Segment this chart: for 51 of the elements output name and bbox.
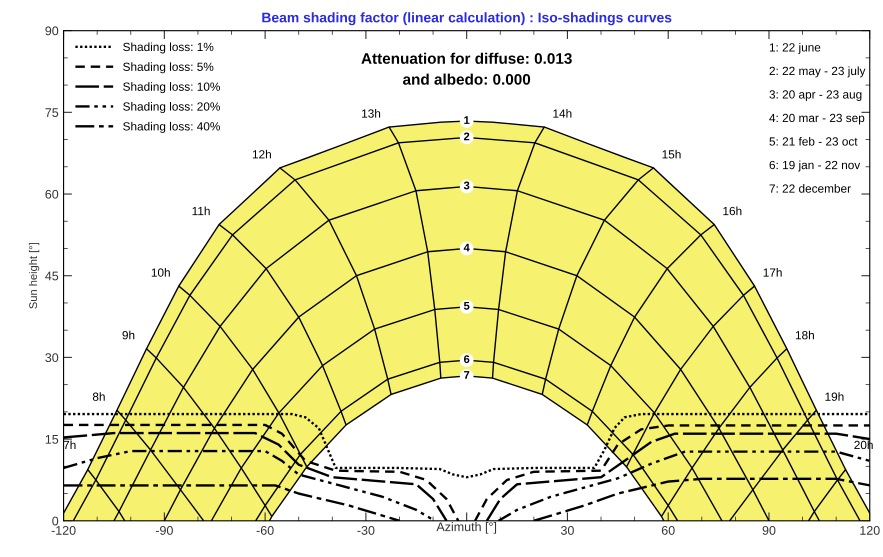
annotation: 18h [796, 330, 814, 340]
annotation: 1: 22 june [770, 42, 820, 54]
x-tick-label: -60 [256, 526, 274, 535]
annotation: 3 [464, 182, 470, 190]
annotation: 7 [464, 371, 470, 379]
annotation: 11h [192, 206, 210, 216]
annotation: 2: 22 may - 23 july [770, 66, 866, 78]
annotation: 6: 19 jan - 22 nov [770, 160, 860, 172]
annotation: 10h [152, 268, 170, 277]
y-tick-label: 30 [45, 353, 58, 362]
y-tick-label: 75 [45, 108, 58, 117]
annotation: 7h [64, 440, 76, 450]
annotation: 4: 20 mar - 23 sep [769, 114, 864, 124]
x-tick-label: 90 [762, 526, 776, 535]
annotation: 3: 20 apr - 23 aug [769, 90, 862, 101]
legend-label: Shading loss: 1% [123, 42, 214, 54]
y-tick-label: 60 [45, 190, 58, 199]
annotation: 12h [252, 150, 271, 158]
legend-label: Shading loss: 40% [123, 122, 220, 133]
x-tick-label: -30 [357, 526, 374, 535]
annotation: 6 [464, 355, 470, 364]
annotation: 4 [464, 244, 470, 252]
y-axis-title: Sun height [°] [28, 243, 40, 309]
annotation: 9h [122, 330, 134, 340]
annotation: Attenuation for diffuse: 0.013 and albedo: 0.000 [361, 52, 572, 85]
y-tick-label: 15 [46, 435, 58, 444]
annotation: 19h [825, 392, 844, 401]
x-tick-label: 30 [560, 526, 574, 535]
annotation: 13h [362, 109, 380, 118]
annotation: 8h [92, 392, 105, 401]
annotation: 7: 22 december [770, 184, 851, 193]
legend-label: Shading loss: 5% [123, 62, 214, 74]
x-tick-label: -120 [52, 526, 76, 535]
x-tick-label: 60 [662, 526, 675, 535]
y-tick-label: 0 [52, 516, 58, 526]
chart-title: Beam shading factor (linear calculation) : Iso-shadings curves [262, 12, 672, 26]
legend-label: Shading loss: 20% [123, 102, 220, 114]
annotation: 1 [464, 116, 470, 124]
annotation: 5: 21 feb - 23 oct [769, 137, 858, 146]
annotation: 2 [464, 132, 470, 140]
legend-label: Shading loss: 10% [123, 82, 220, 94]
y-tick-label: 90 [45, 26, 58, 36]
x-tick-label: -90 [156, 526, 173, 535]
annotation: 15h [662, 150, 681, 159]
annotation: 17h [764, 268, 782, 277]
x-axis-title: Azimuth [°] [436, 522, 496, 534]
x-tick-label: 120 [860, 526, 880, 535]
annotation: 16h [723, 206, 742, 216]
annotation: 5 [464, 302, 470, 310]
y-tick-label: 45 [45, 272, 58, 280]
annotation: 14h [553, 109, 572, 118]
